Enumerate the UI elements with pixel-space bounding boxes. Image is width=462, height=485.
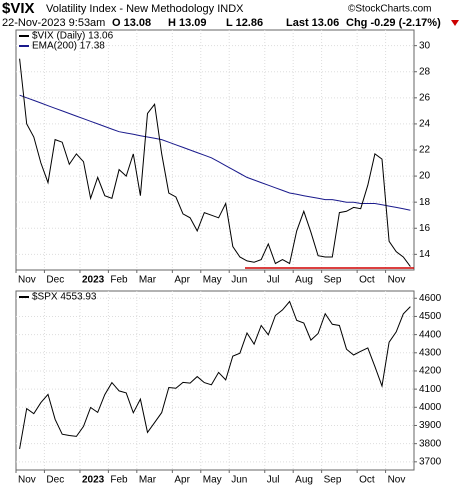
x-tick-label: Nov [388, 475, 406, 485]
quote-high: H 13.09 [168, 17, 207, 29]
y-tick-label: 3900 [419, 420, 442, 431]
y-tick-label: 24 [419, 119, 431, 130]
x-tick-label: Sep [324, 475, 342, 485]
x-tick-label: Feb [110, 475, 128, 485]
x-tick-label: Dec [46, 275, 64, 286]
x-tick-label: Dec [46, 475, 64, 485]
y-tick-label: 4600 [419, 293, 442, 304]
x-tick-label: Apr [174, 475, 190, 485]
quote-last: Last 13.06 [286, 17, 339, 29]
x-tick-label: Jul [267, 275, 280, 286]
plot-area [15, 290, 415, 471]
quote-low: L 12.86 [226, 17, 263, 29]
series-line [19, 94, 411, 211]
y-tick-label: 14 [419, 249, 431, 260]
symbol-description: Volatility Index - New Methodology INDX [46, 3, 244, 15]
y-tick-label: 22 [419, 145, 431, 156]
x-tick-label: Nov [388, 275, 406, 286]
x-tick-label: Feb [110, 275, 128, 286]
x-tick-label: Aug [295, 475, 313, 485]
y-tick-label: 4000 [419, 402, 442, 413]
x-tick-label: May [203, 275, 222, 286]
y-tick-label: 3800 [419, 438, 442, 449]
down-arrow [451, 20, 459, 26]
legend-label: $VIX (Daily) 13.06 [32, 31, 114, 42]
x-tick-label: Jun [231, 275, 247, 286]
x-tick-label: May [203, 475, 222, 485]
y-tick-label: 28 [419, 66, 431, 77]
series-line [19, 300, 411, 449]
x-tick-label: Apr [174, 275, 190, 286]
series-line [19, 58, 411, 267]
y-tick-label: 26 [419, 92, 431, 103]
x-tick-label: Nov [18, 275, 36, 286]
source-credit: ©StockCharts.com [348, 4, 432, 15]
y-tick-label: 18 [419, 197, 431, 208]
y-tick-label: 20 [419, 171, 431, 182]
y-tick-label: 4300 [419, 347, 442, 358]
y-tick-label: 4100 [419, 384, 442, 395]
x-tick-label: Aug [295, 275, 313, 286]
x-tick-label: Jul [267, 475, 280, 485]
x-tick-label: Oct [359, 275, 375, 286]
x-tick-label: Jun [231, 475, 247, 485]
x-tick-label: 2023 [82, 275, 105, 286]
y-tick-label: 3700 [419, 456, 442, 467]
y-tick-label: 4200 [419, 366, 442, 377]
symbol-title: $VIX [2, 0, 35, 17]
x-tick-label: Mar [139, 275, 157, 286]
x-tick-label: Oct [359, 475, 375, 485]
x-tick-label: Mar [139, 475, 157, 485]
quote-open: O 13.08 [112, 17, 151, 29]
x-tick-label: Nov [18, 475, 36, 485]
x-tick-label: Sep [324, 275, 342, 286]
y-tick-label: 4500 [419, 311, 442, 322]
y-tick-label: 4400 [419, 329, 442, 340]
quote-date: 22-Nov-2023 9:53am [2, 17, 105, 29]
legend-label: $SPX 4553.93 [32, 292, 97, 303]
y-tick-label: 16 [419, 223, 431, 234]
y-tick-label: 30 [419, 40, 431, 51]
legend-label: EMA(200) 17.38 [32, 41, 105, 52]
quote-change: Chg -0.29 (-2.17%) [346, 17, 441, 29]
x-tick-label: 2023 [82, 475, 105, 485]
